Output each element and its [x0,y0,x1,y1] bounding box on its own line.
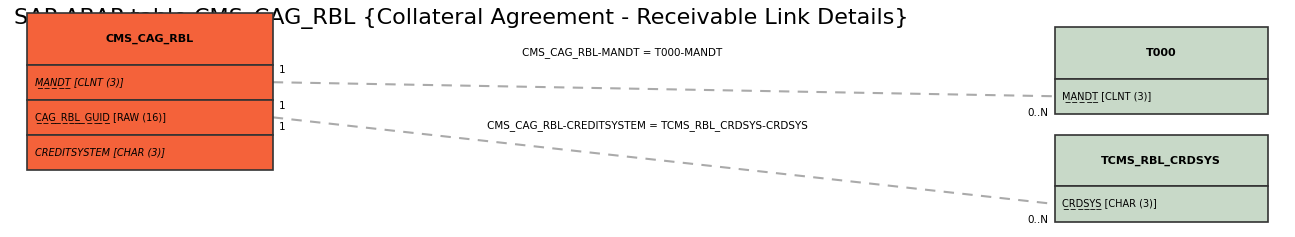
FancyBboxPatch shape [1054,135,1268,187]
Text: TCMS_RBL_CRDSYS: TCMS_RBL_CRDSYS [1101,155,1221,166]
Text: 1: 1 [280,65,286,75]
Text: 0..N: 0..N [1027,215,1048,225]
Text: M̲A̲N̲D̲T̲ [CLNT (3)]: M̲A̲N̲D̲T̲ [CLNT (3)] [35,77,123,88]
Text: 1: 1 [280,122,286,132]
FancyBboxPatch shape [27,65,273,100]
FancyBboxPatch shape [1054,27,1268,79]
Text: 1: 1 [280,101,286,111]
Text: SAP ABAP table CMS_CAG_RBL {Collateral Agreement - Receivable Link Details}: SAP ABAP table CMS_CAG_RBL {Collateral A… [14,9,909,29]
Text: CREDITSYSTEM [CHAR (3)]: CREDITSYSTEM [CHAR (3)] [35,147,164,157]
Text: CMS_CAG_RBL-CREDITSYSTEM = TCMS_RBL_CRDSYS-CRDSYS: CMS_CAG_RBL-CREDITSYSTEM = TCMS_RBL_CRDS… [487,120,808,131]
Text: C̲A̲G̲_̲R̲B̲L̲_̲G̲U̲I̲D̲ [RAW (16)]: C̲A̲G̲_̲R̲B̲L̲_̲G̲U̲I̲D̲ [RAW (16)] [35,112,166,123]
Text: T000: T000 [1146,48,1176,58]
FancyBboxPatch shape [27,100,273,135]
FancyBboxPatch shape [1054,187,1268,222]
FancyBboxPatch shape [27,135,273,170]
Text: CMS_CAG_RBL: CMS_CAG_RBL [106,34,194,44]
Text: M̲A̲N̲D̲T̲ [CLNT (3)]: M̲A̲N̲D̲T̲ [CLNT (3)] [1062,91,1151,102]
Text: C̲R̲D̲S̲Y̲S̲ [CHAR (3)]: C̲R̲D̲S̲Y̲S̲ [CHAR (3)] [1062,199,1156,210]
Text: 0..N: 0..N [1027,108,1048,118]
FancyBboxPatch shape [27,13,273,65]
FancyBboxPatch shape [1054,79,1268,114]
Text: CMS_CAG_RBL-MANDT = T000-MANDT: CMS_CAG_RBL-MANDT = T000-MANDT [522,47,721,58]
